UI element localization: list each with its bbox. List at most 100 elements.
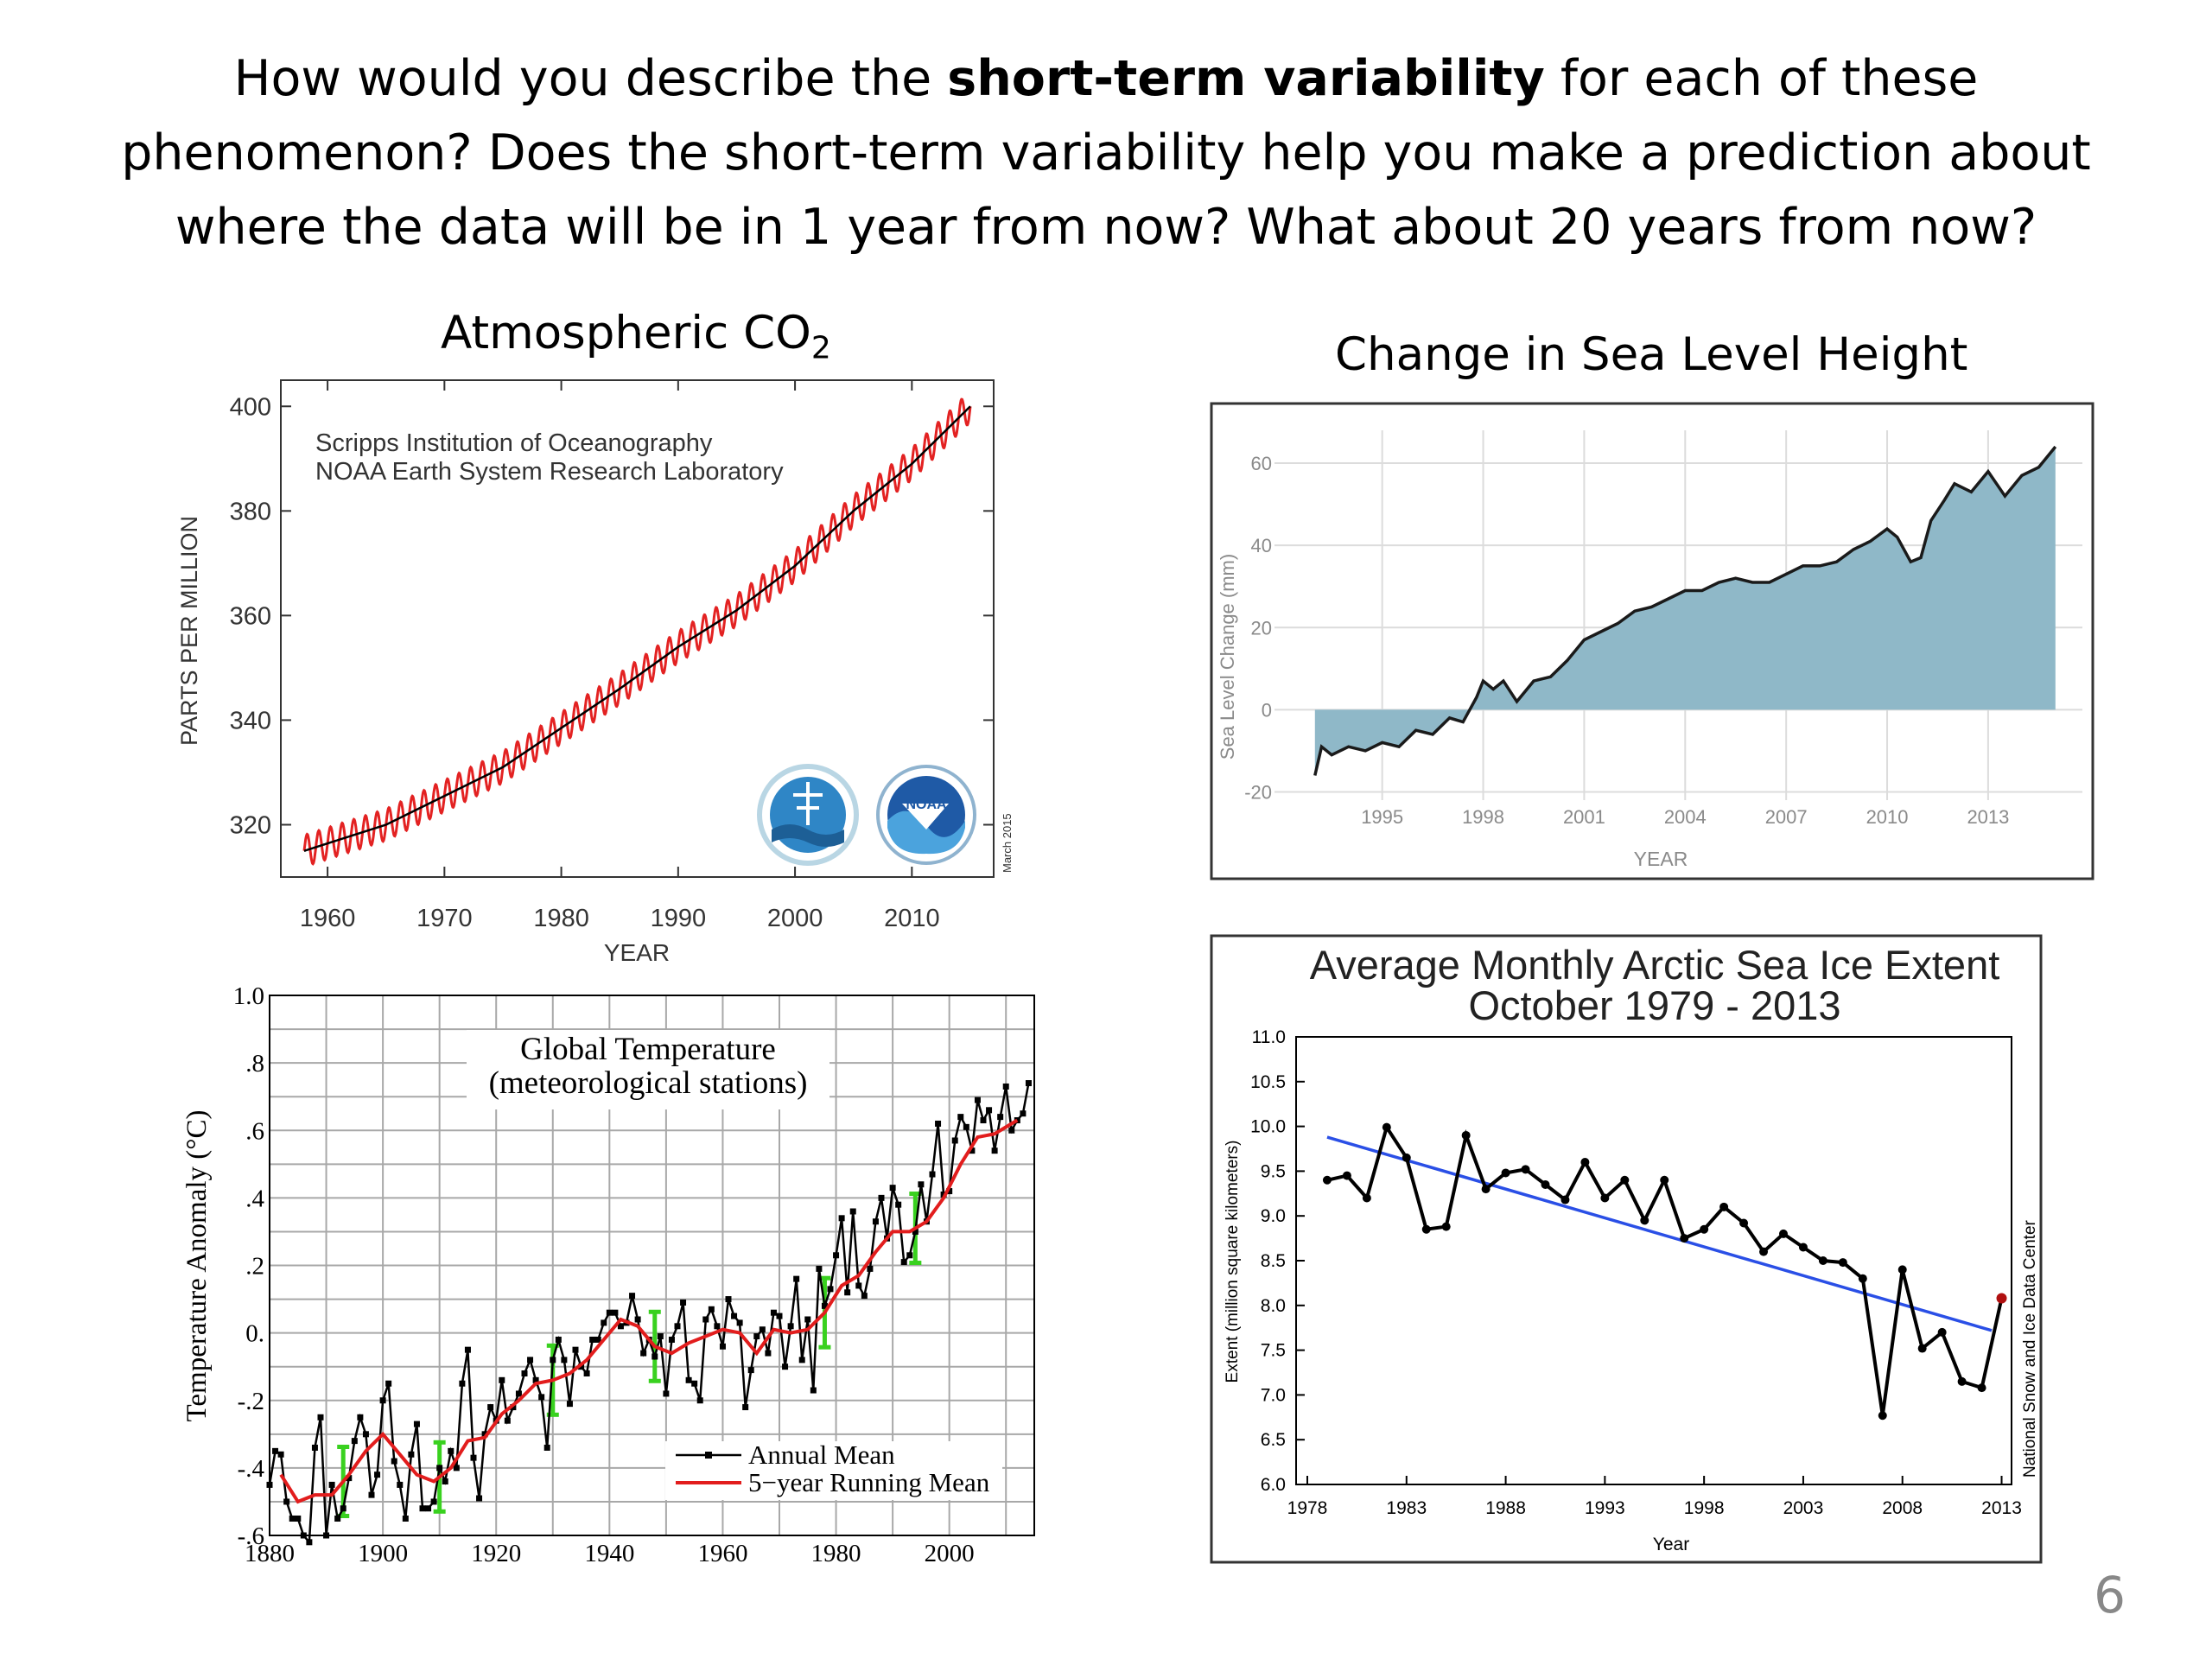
temp-annual-point <box>295 1515 302 1522</box>
ice-ytick-label: 8.5 <box>1261 1251 1286 1271</box>
temp-annual-point <box>810 1387 817 1394</box>
temp-annual-point <box>464 1346 471 1353</box>
temp-annual-point <box>629 1293 636 1300</box>
ice-extent-point <box>1402 1153 1411 1162</box>
temp-annual-point <box>776 1313 783 1319</box>
ice-extent-point <box>1382 1122 1391 1132</box>
co2-xtick-label: 2000 <box>767 905 823 932</box>
ice-extent-point <box>1739 1218 1749 1228</box>
ice-ytick-label: 11.0 <box>1252 1027 1286 1047</box>
temp-annual-point <box>782 1363 789 1370</box>
scripps-seal-logo <box>757 764 859 866</box>
ice-extent-point <box>1461 1130 1471 1140</box>
temp-annual-point <box>436 1465 443 1471</box>
temp-annual-point <box>606 1309 613 1316</box>
ice-extent-point <box>1481 1185 1491 1194</box>
temp-annual-point <box>527 1357 534 1363</box>
ice-extent-point <box>1957 1376 1967 1386</box>
temp-annual-point <box>652 1353 658 1360</box>
temp-annual-point <box>538 1394 545 1401</box>
temp-annual-point <box>408 1451 415 1458</box>
temp-annual-point <box>272 1447 279 1454</box>
ice-xtick-label: 1983 <box>1386 1498 1427 1518</box>
question-line1-after: for each of these <box>1544 50 1979 107</box>
temp-annual-point <box>397 1481 404 1488</box>
temp-annual-point <box>691 1380 698 1387</box>
temp-annual-point <box>453 1465 460 1471</box>
temp-annual-point <box>346 1475 353 1482</box>
temp-annual-point <box>402 1515 409 1522</box>
temp-annual-point <box>1002 1083 1009 1090</box>
temp-annual-point <box>946 1188 953 1195</box>
temp-annual-point <box>612 1309 619 1316</box>
ice-extent-point <box>1541 1179 1550 1189</box>
temp-annual-point <box>640 1350 647 1357</box>
temp-xtick-label: 1900 <box>358 1540 408 1567</box>
temp-annual-point <box>906 1252 913 1259</box>
ice-xtick-label: 2003 <box>1783 1498 1824 1518</box>
temp-annual-point <box>300 1532 307 1539</box>
temp-annual-point <box>368 1491 375 1498</box>
temp-annual-point <box>510 1404 517 1411</box>
question-line3: where the data will be in 1 year from no… <box>175 199 2037 256</box>
temp-ytick-label: -.6 <box>238 1522 264 1550</box>
temp-inner-title-1: Global Temperature <box>520 1032 776 1067</box>
ice-ytick-label: 7.0 <box>1261 1385 1286 1405</box>
sea-level-line <box>1313 445 2057 776</box>
ice-extent-point <box>1897 1265 1907 1274</box>
temp-annual-point <box>861 1293 868 1300</box>
temp-annual-point <box>379 1397 386 1404</box>
temp-annual-point <box>481 1431 488 1438</box>
temp-running-series <box>279 1118 1019 1504</box>
temp-annual-point <box>578 1363 585 1370</box>
temp-ytick-label: -.4 <box>238 1455 265 1483</box>
ice-extent-point <box>1342 1171 1351 1180</box>
temp-annual-point <box>951 1137 958 1144</box>
temp-annual-point <box>448 1447 454 1454</box>
ice-extent-point <box>1580 1158 1590 1167</box>
temp-annual-point <box>872 1218 879 1225</box>
ice-extent-point <box>1937 1327 1947 1337</box>
slide-question: How would you describe the short-term va… <box>104 41 2108 264</box>
temp-annual-point <box>283 1498 290 1505</box>
ice-extent-point <box>1441 1222 1451 1231</box>
temp-annual-point <box>759 1326 766 1333</box>
ice-xtick-label: 1978 <box>1287 1498 1328 1518</box>
temp-annual-point <box>912 1228 918 1235</box>
temp-annual-point <box>674 1323 681 1330</box>
ice-extent-point <box>1501 1168 1510 1178</box>
legend-running-mean: 5−year Running Mean <box>748 1467 990 1497</box>
ice-extent-point <box>1322 1175 1332 1185</box>
ice-trend-line <box>1326 1135 1993 1332</box>
temp-legend: Annual Mean 5−year Running Mean <box>676 1440 990 1497</box>
temp-annual-point <box>731 1313 738 1319</box>
temp-annual-point <box>918 1181 925 1188</box>
ice-extent-point <box>1858 1274 1867 1283</box>
temp-annual-point <box>719 1343 726 1350</box>
temp-annual-point <box>833 1252 840 1259</box>
sea-level-frame <box>1210 402 2094 880</box>
question-emphasis: short-term variability <box>947 50 1545 107</box>
co2-ytick-label: 320 <box>230 811 271 839</box>
ice-ytick-label: 6.5 <box>1261 1430 1286 1450</box>
temp-annual-point <box>617 1323 624 1330</box>
temp-annual-point <box>391 1458 397 1465</box>
ice-xlabel: Year <box>1653 1535 1689 1554</box>
ice-plot-frame <box>1295 1036 2012 1485</box>
temp-annual-point <box>340 1505 346 1512</box>
ice-extent-point <box>1600 1193 1610 1203</box>
temp-annual-point <box>680 1299 687 1306</box>
ice-extent-point <box>1521 1165 1530 1174</box>
temp-annual-point <box>504 1417 511 1424</box>
temp-annual-point <box>714 1323 721 1330</box>
temp-annual-point <box>289 1515 296 1522</box>
temp-annual-point <box>459 1380 466 1387</box>
temp-annual-point <box>442 1478 448 1484</box>
temp-annual-point <box>838 1215 845 1222</box>
sea-level-ylabel: Sea Level Change (mm) <box>1217 554 1238 760</box>
co2-note-line1: Scripps Institution of Oceanography <box>315 429 713 457</box>
sea-level-xtick-label: 2007 <box>1765 806 1808 828</box>
temp-annual-point <box>1020 1110 1027 1117</box>
